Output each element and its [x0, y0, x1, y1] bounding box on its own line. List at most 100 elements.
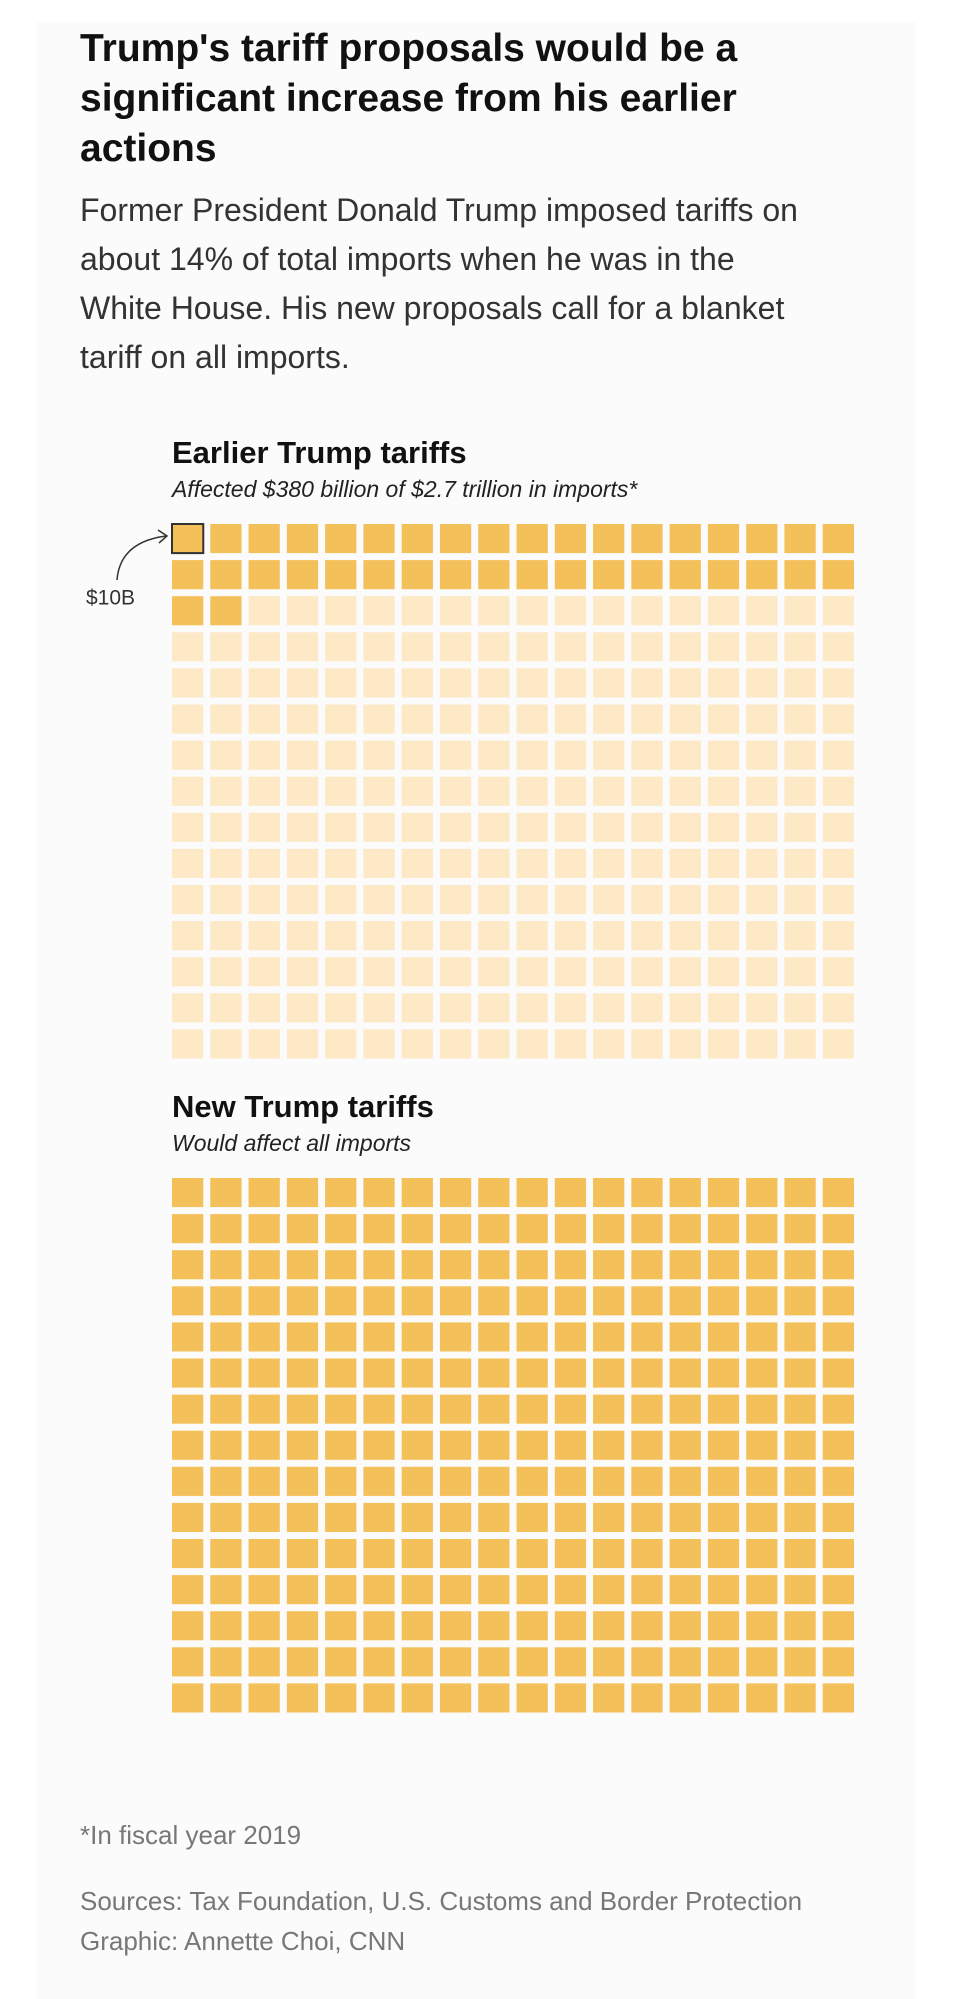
- empty-square: [784, 596, 816, 626]
- empty-square: [248, 1029, 280, 1059]
- empty-square: [554, 1029, 587, 1059]
- filled-square: [478, 1647, 510, 1677]
- empty-square: [631, 812, 663, 842]
- filled-square: [784, 560, 816, 590]
- filled-square: [363, 1214, 395, 1244]
- filled-square: [669, 1466, 701, 1496]
- empty-square: [478, 993, 510, 1023]
- empty-square: [516, 921, 548, 951]
- arrow-head: [157, 529, 169, 544]
- empty-square: [401, 776, 433, 806]
- filled-square: [363, 524, 395, 554]
- filled-square: [286, 1178, 319, 1208]
- filled-square: [593, 1575, 625, 1605]
- filled-square: [669, 1250, 701, 1280]
- filled-square: [210, 1178, 242, 1208]
- filled-square: [210, 1611, 242, 1641]
- empty-square: [593, 812, 625, 842]
- filled-square: [325, 1178, 357, 1208]
- filled-square: [593, 1466, 625, 1496]
- panel-title: New Trump tariffs: [172, 1089, 434, 1124]
- filled-square: [554, 1430, 587, 1460]
- empty-square: [439, 1029, 472, 1059]
- empty-square: [286, 885, 319, 915]
- filled-square: [822, 1466, 854, 1496]
- empty-square: [172, 668, 204, 698]
- filled-square: [784, 1214, 816, 1244]
- filled-square: [516, 1683, 548, 1713]
- empty-square: [401, 957, 433, 987]
- filled-square: [746, 560, 778, 590]
- filled-square: [325, 1647, 357, 1677]
- filled-square: [784, 1286, 816, 1316]
- credit: Graphic: Annette Choi, CNN: [80, 1926, 406, 1956]
- empty-square: [822, 596, 854, 626]
- filled-square: [210, 596, 242, 626]
- empty-square: [478, 740, 510, 770]
- filled-square: [325, 1394, 357, 1424]
- filled-square: [248, 1575, 280, 1605]
- empty-square: [248, 921, 280, 951]
- filled-square: [822, 1502, 854, 1532]
- sources: Sources: Tax Foundation, U.S. Customs an…: [80, 1886, 803, 1916]
- empty-square: [478, 704, 510, 734]
- filled-square: [822, 1539, 854, 1569]
- filled-square: [248, 1683, 280, 1713]
- filled-square: [554, 1683, 587, 1713]
- filled-square: [707, 1394, 740, 1424]
- empty-square: [210, 921, 242, 951]
- empty-square: [593, 848, 625, 878]
- empty-square: [554, 885, 587, 915]
- filled-square: [631, 1286, 663, 1316]
- filled-square: [401, 1286, 433, 1316]
- empty-square: [669, 885, 701, 915]
- empty-square: [746, 776, 778, 806]
- empty-square: [746, 1029, 778, 1059]
- filled-square: [746, 1430, 778, 1460]
- empty-square: [669, 632, 701, 662]
- filled-square: [210, 1466, 242, 1496]
- empty-square: [172, 632, 204, 662]
- filled-square: [401, 1683, 433, 1713]
- filled-square: [554, 524, 587, 554]
- empty-square: [363, 812, 395, 842]
- empty-square: [746, 632, 778, 662]
- filled-square: [669, 1683, 701, 1713]
- empty-square: [401, 848, 433, 878]
- filled-square: [707, 1683, 740, 1713]
- empty-square: [784, 812, 816, 842]
- empty-square: [363, 921, 395, 951]
- filled-square: [439, 1575, 472, 1605]
- empty-square: [172, 704, 204, 734]
- filled-square: [439, 1466, 472, 1496]
- filled-square: [401, 1430, 433, 1460]
- filled-square: [707, 1178, 740, 1208]
- filled-square: [593, 1286, 625, 1316]
- empty-square: [325, 596, 357, 626]
- filled-square: [286, 560, 319, 590]
- filled-square: [784, 1683, 816, 1713]
- empty-square: [286, 921, 319, 951]
- empty-square: [707, 993, 740, 1023]
- filled-square: [172, 1611, 204, 1641]
- filled-square: [172, 1575, 204, 1605]
- empty-square: [439, 596, 472, 626]
- filled-square: [516, 1322, 548, 1352]
- filled-square: [172, 1394, 204, 1424]
- filled-square: [516, 1178, 548, 1208]
- filled-square: [516, 1394, 548, 1424]
- filled-square: [746, 1322, 778, 1352]
- filled-square: [286, 1394, 319, 1424]
- filled-square: [707, 560, 740, 590]
- empty-square: [822, 993, 854, 1023]
- filled-square: [172, 1466, 204, 1496]
- filled-square: [707, 1611, 740, 1641]
- filled-square: [325, 560, 357, 590]
- filled-square: [631, 1358, 663, 1388]
- filled-square: [248, 1647, 280, 1677]
- filled-square: [478, 1502, 510, 1532]
- empty-square: [516, 885, 548, 915]
- filled-square: [325, 1539, 357, 1569]
- empty-square: [439, 848, 472, 878]
- filled-square: [707, 524, 740, 554]
